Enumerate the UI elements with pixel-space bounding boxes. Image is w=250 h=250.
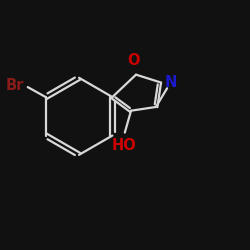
Text: HO: HO [111, 138, 136, 153]
Text: N: N [165, 74, 177, 90]
Text: O: O [127, 54, 140, 68]
Text: Br: Br [6, 78, 24, 93]
